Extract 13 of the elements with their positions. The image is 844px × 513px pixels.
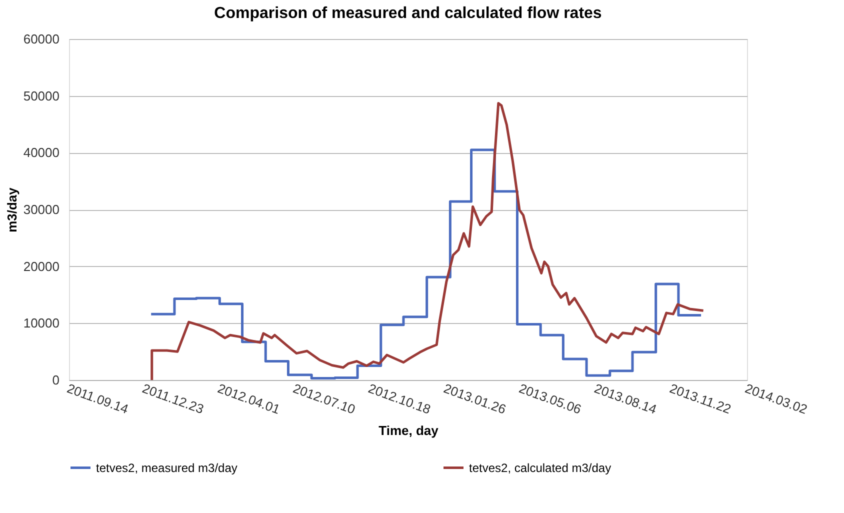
x-axis-title: Time, day	[378, 422, 440, 438]
legend-label: tetves2, calculated m3/day	[469, 460, 612, 475]
y-tick-label: 60000	[23, 32, 60, 46]
y-tick-label: 30000	[23, 202, 60, 217]
chart-title: Comparison of measured and calculated flow rates	[214, 5, 602, 22]
y-tick-label: 20000	[23, 258, 60, 274]
y-tick-label: 50000	[23, 88, 60, 104]
line-series	[150, 102, 705, 382]
legend-label: tetves2, measured m3/day	[96, 460, 238, 475]
y-tick-label: 40000	[23, 145, 60, 160]
y-tick-label: 0	[52, 372, 60, 388]
y-axis-title: m3/day	[4, 186, 20, 232]
y-tick-label: 10000	[23, 316, 60, 331]
